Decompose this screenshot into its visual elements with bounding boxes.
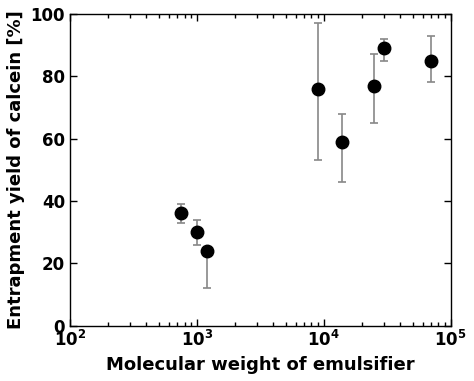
X-axis label: Molecular weight of emulsifier: Molecular weight of emulsifier xyxy=(106,356,415,374)
Y-axis label: Entrapment yield of calcein [%]: Entrapment yield of calcein [%] xyxy=(7,10,25,329)
